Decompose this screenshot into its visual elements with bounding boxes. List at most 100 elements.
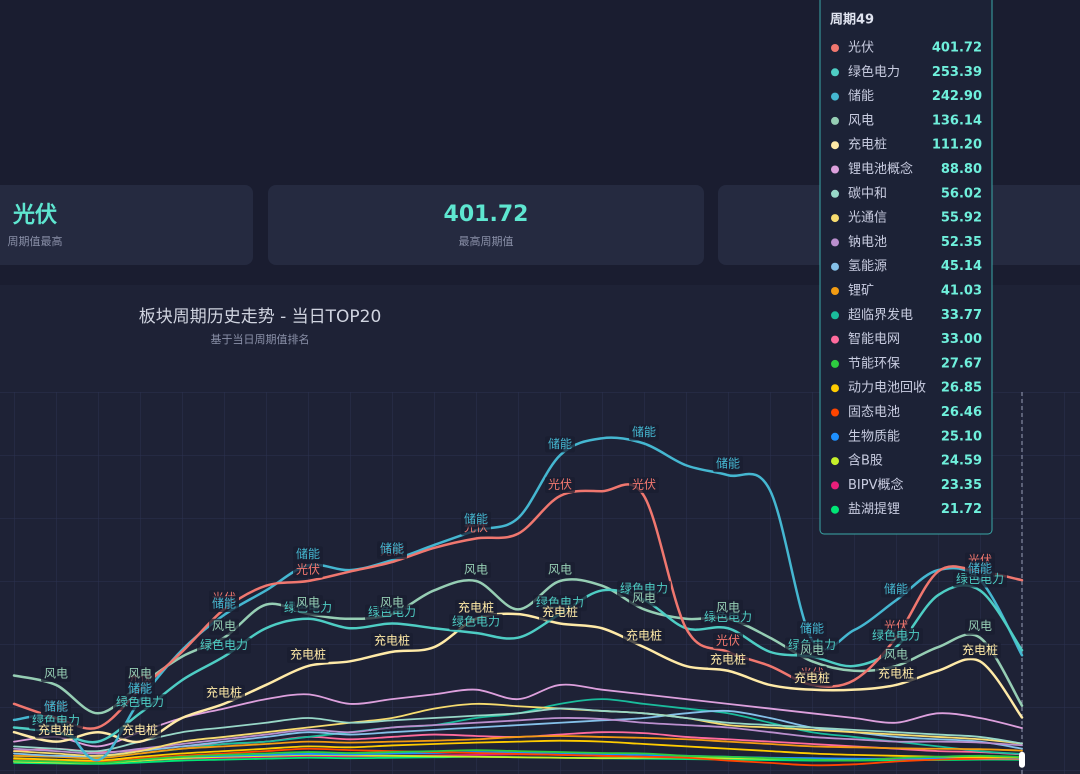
- tooltip-dot: [831, 432, 839, 441]
- line-label: 风电: [380, 596, 404, 610]
- line-label: 风电: [548, 563, 572, 577]
- line-label-bg: [377, 541, 407, 558]
- hover-marker: [1019, 751, 1025, 768]
- line-label: 充电桩: [878, 665, 914, 680]
- line-label-bg: [965, 561, 995, 578]
- label-layer: 光伏光伏光伏光伏光伏光伏光伏光伏光伏光伏光伏光伏绿色电力绿色电力绿色电力绿色电力…: [29, 424, 1007, 739]
- tooltip-name: 氢能源: [848, 259, 887, 274]
- series-line: [13, 747, 1023, 767]
- tooltip-dot: [831, 189, 839, 198]
- tooltip-dot: [831, 92, 839, 101]
- line-label: 储能: [800, 621, 824, 636]
- tooltip-value: 41.03: [941, 284, 982, 299]
- tooltip-value: 136.14: [932, 113, 982, 128]
- tooltip-name: 生物质能: [848, 429, 900, 444]
- line-label: 光伏: [548, 477, 572, 491]
- tooltip-dot: [831, 165, 839, 174]
- tooltip-value: 52.35: [941, 235, 982, 250]
- line-label: 充电桩: [626, 628, 662, 643]
- line-label-bg: [371, 632, 413, 649]
- line-label-bg: [875, 665, 917, 682]
- tooltip-value: 33.00: [941, 332, 982, 347]
- tooltip-dot: [831, 68, 839, 77]
- line-label-bg: [209, 596, 239, 613]
- tooltip-value: 242.90: [932, 89, 982, 104]
- series-line: [13, 735, 1023, 760]
- line-label: 储能: [128, 681, 152, 696]
- series-layer: [12, 436, 1025, 768]
- line-label: 充电桩: [710, 651, 746, 666]
- line-label: 风电: [632, 591, 656, 605]
- tooltip-value: 23.35: [941, 478, 982, 493]
- line-label: 绿色电力: [872, 628, 920, 643]
- tooltip-dot: [831, 481, 839, 490]
- line-label-bg: [125, 665, 155, 682]
- line-label-bg: [797, 642, 827, 659]
- line-label-bg: [629, 424, 659, 441]
- line-label-bg: [461, 562, 491, 578]
- tooltip-dot: [831, 44, 839, 52]
- line-label: 风电: [968, 619, 992, 633]
- line-label-bg: [713, 599, 743, 616]
- tooltip-value: 26.85: [941, 381, 982, 396]
- tooltip-name: 充电桩: [848, 137, 887, 153]
- line-label: 充电桩: [38, 722, 74, 737]
- line-label: 光伏: [296, 563, 320, 577]
- tooltip-dot: [831, 505, 839, 514]
- series-line: [12, 584, 1024, 744]
- series-line: [12, 436, 1024, 762]
- tooltip-name: 固态电池: [848, 405, 900, 420]
- tooltip-value: 401.72: [932, 41, 982, 56]
- line-label: 储能: [548, 436, 572, 451]
- line-label: 风电: [44, 666, 68, 680]
- tooltip-value: 45.14: [941, 259, 982, 274]
- line-label-bg: [965, 618, 995, 635]
- line-label-bg: [713, 632, 743, 649]
- line-label-bg: [791, 670, 833, 687]
- tooltip-name: 钠电池: [848, 235, 887, 250]
- line-label-bg: [707, 651, 749, 668]
- line-label: 充电桩: [542, 604, 578, 619]
- tooltip-name: 储能: [848, 89, 874, 104]
- tooltip-dot: [831, 457, 839, 466]
- tooltip-dot: [831, 141, 839, 150]
- series-line: [13, 717, 1023, 755]
- line-label-bg: [209, 618, 239, 635]
- line-label: 充电桩: [206, 684, 242, 699]
- line-label: 储能: [44, 699, 68, 714]
- line-label-bg: [293, 595, 323, 612]
- line-label-bg: [203, 684, 245, 701]
- stat-card: [268, 185, 704, 265]
- tooltip-value: 27.67: [941, 356, 982, 371]
- line-label-bg: [35, 722, 77, 739]
- line-label: 风电: [128, 666, 152, 680]
- line-label-bg: [629, 590, 659, 607]
- stat-label: 周期值最高: [8, 234, 63, 248]
- line-label-bg: [377, 595, 407, 612]
- line-label: 储能: [968, 561, 992, 576]
- tooltip-dot: [831, 384, 839, 393]
- line-label-bg: [119, 722, 161, 739]
- tooltip-name: 超临界发电: [848, 307, 913, 323]
- line-label: 风电: [884, 648, 908, 662]
- line-label: 储能: [716, 456, 740, 471]
- line-label-bg: [623, 628, 665, 645]
- line-label-bg: [287, 647, 329, 664]
- tooltip-dot: [831, 335, 839, 344]
- tooltip-name: 光通信: [848, 211, 887, 226]
- line-label-bg: [713, 456, 743, 473]
- line-label: 充电桩: [122, 722, 158, 737]
- tooltip-value: 24.59: [941, 454, 982, 469]
- line-label: 风电: [716, 600, 740, 614]
- line-label-bg: [545, 476, 575, 493]
- tooltip-value: 55.92: [941, 211, 982, 226]
- line-label: 储能: [380, 541, 404, 556]
- line-label: 充电桩: [794, 670, 830, 685]
- line-label-bg: [449, 613, 503, 630]
- stat-value: 光伏: [12, 202, 57, 228]
- line-label: 充电桩: [290, 647, 326, 662]
- chart-subtitle: 基于当日周期值排名: [211, 332, 310, 346]
- tooltip-name: 光伏: [848, 41, 874, 56]
